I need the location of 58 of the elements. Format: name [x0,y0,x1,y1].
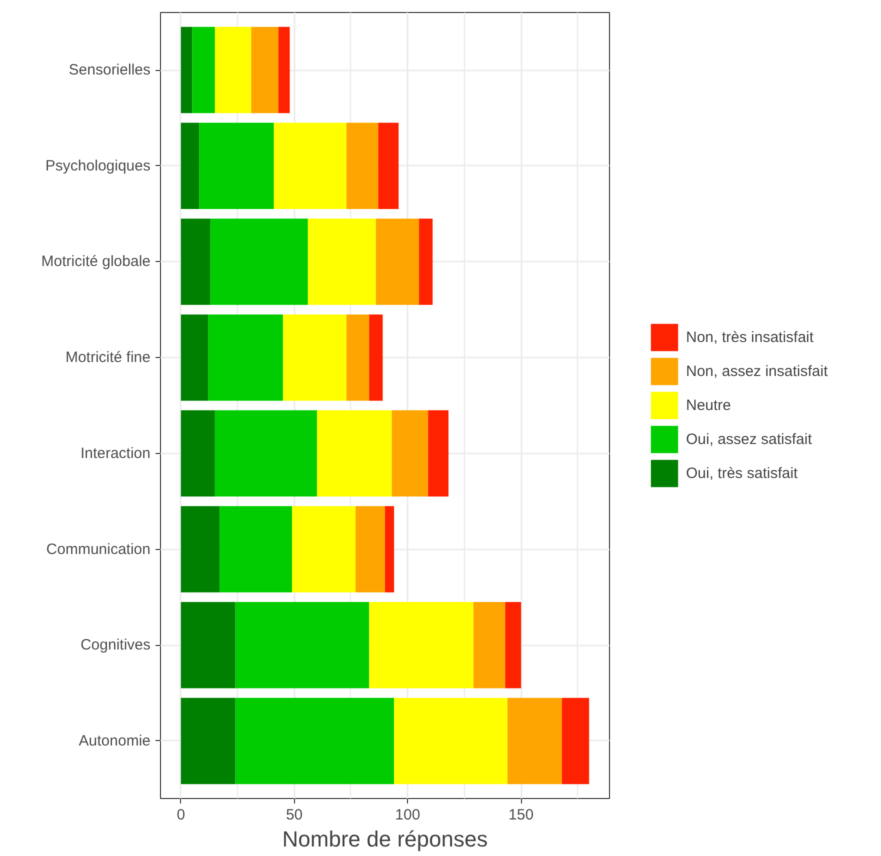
bar [180,122,200,209]
bar [346,122,378,209]
bar [507,698,562,784]
bar [394,698,508,784]
bar [210,218,308,305]
bar [180,506,220,592]
x-tick-label: 50 [286,806,303,824]
bar [385,506,394,592]
bar [562,698,590,784]
bar [180,698,236,784]
legend-label: Non, assez insatisfait [686,362,828,382]
bar [199,122,274,209]
bar [376,218,420,305]
y-tick-label: Cognitives [80,636,151,654]
y-tick-label: Sensorielles [68,62,151,79]
bar [505,602,522,688]
x-tick-label: 100 [395,806,420,824]
bar [308,218,376,305]
bar [278,26,290,114]
bar [282,314,346,401]
bar [292,506,356,592]
x-tick-label: 0 [176,806,186,824]
y-tick-label: Autonomie [78,732,151,750]
bar [378,122,399,209]
bar [346,314,370,401]
x-axis-title: Nombre de réponses [282,826,488,852]
x-tick-label: 150 [508,806,534,824]
bar [235,602,370,688]
bar [356,506,385,592]
bar [473,602,506,688]
bar [214,26,252,114]
bar [180,602,236,688]
bar [369,602,474,688]
legend-label: Oui, très satisfait [686,464,798,484]
y-tick-label: Motricité globale [41,253,150,270]
legend-label: Neutre [686,396,732,416]
bar [180,314,208,401]
y-tick-label: Motricité fine [65,349,151,366]
bar [219,506,292,592]
legend-label: Oui, assez satisfait [686,430,812,450]
y-tick-label: Psychologiques [45,157,151,174]
bar [208,314,283,401]
bar [251,26,278,114]
bar [180,410,215,497]
bar [214,410,317,497]
y-tick-label: Interaction [80,444,151,462]
bar [274,122,346,209]
bar [192,26,215,114]
bar [392,410,428,497]
bar [235,698,394,784]
bar [180,218,210,305]
bar [316,410,392,497]
bar [419,218,433,305]
bar [428,410,448,497]
legend-label: Non, très insatisfait [686,328,814,348]
bar [369,314,383,401]
y-tick-label: Communication [46,540,151,558]
bar [180,26,192,114]
